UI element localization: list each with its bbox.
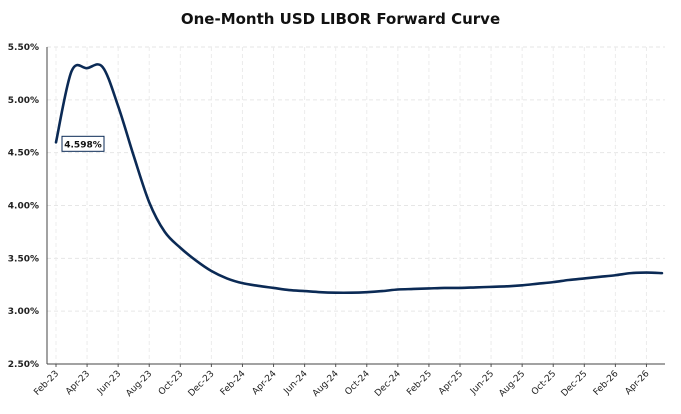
x-tick-label: Jun-24 [282,369,310,397]
x-tick-label: Feb-25 [405,369,434,398]
x-tick-label: Dec-23 [187,369,217,399]
y-tick-label: 2.50% [8,360,39,370]
x-tick-label: Apr-23 [64,369,92,397]
x-tick-label: Jun-25 [468,369,496,397]
y-tick-label: 5.50% [8,43,39,53]
x-tick-label: Dec-25 [560,369,590,399]
chart-title: One-Month USD LIBOR Forward Curve [180,10,501,28]
x-tick-label: Aug-24 [311,369,341,399]
x-tick-label: Jun-23 [95,369,123,397]
x-tick-label: Oct-23 [157,369,185,397]
x-tick-label: Apr-25 [437,369,465,397]
x-tick-label: Dec-24 [373,369,403,399]
x-tick-label: Apr-26 [624,369,652,397]
x-tick-label: Feb-26 [592,369,621,398]
x-tick-label: Feb-23 [32,369,61,398]
annotation-box [61,135,105,152]
x-tick-label: Oct-25 [530,369,558,397]
y-tick-label: 3.00% [8,307,39,317]
annotation-label: 4.598% [64,140,102,150]
x-tick-label: Oct-24 [343,369,372,398]
x-tick-label: Feb-24 [219,369,248,398]
x-tick-label: Apr-24 [251,369,279,397]
y-tick-label: 4.50% [8,149,39,159]
y-tick-label: 4.00% [8,202,39,212]
x-tick-label: Aug-25 [497,369,527,399]
y-tick-label: 5.00% [8,96,39,106]
y-tick-label: 3.50% [8,254,39,264]
series-line [54,63,664,295]
x-tick-label: Aug-23 [124,369,154,399]
